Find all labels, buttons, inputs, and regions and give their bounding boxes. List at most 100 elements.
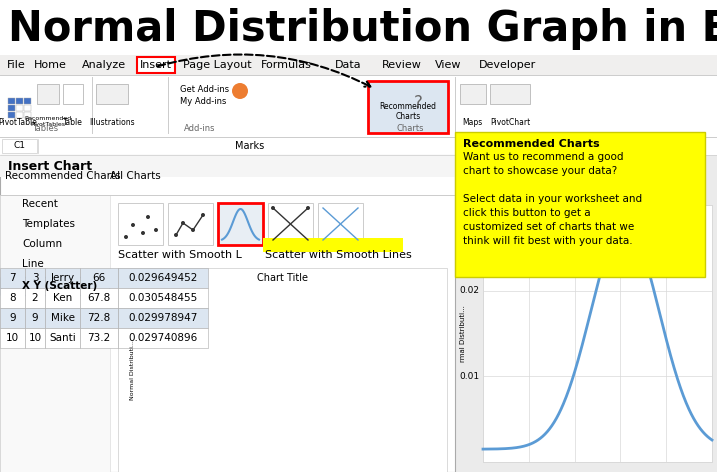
Text: File: File: [6, 60, 25, 70]
Text: 9: 9: [9, 313, 16, 323]
Text: 9: 9: [32, 313, 38, 323]
Text: Recent: Recent: [22, 199, 58, 209]
Bar: [2, 139, 37, 153]
Bar: [16, 105, 23, 111]
Text: Add-ins: Add-ins: [184, 124, 216, 133]
Circle shape: [201, 213, 205, 217]
Text: rmal Distributi...: rmal Distributi...: [460, 305, 466, 362]
Text: 0.029978947: 0.029978947: [128, 313, 198, 323]
Bar: [0, 155, 717, 472]
Bar: [268, 203, 313, 245]
Text: Ken: Ken: [53, 293, 72, 303]
Circle shape: [271, 206, 275, 210]
Bar: [24, 98, 31, 104]
Circle shape: [146, 215, 150, 219]
Text: 10: 10: [29, 333, 42, 343]
Bar: [0, 137, 717, 155]
Bar: [0, 268, 25, 288]
Bar: [16, 112, 23, 118]
Circle shape: [141, 231, 145, 235]
Bar: [118, 203, 163, 245]
Text: 0.03: 0.03: [459, 201, 479, 210]
Text: Scatter with Smooth Lines: Scatter with Smooth Lines: [265, 250, 412, 260]
Text: Normal Distribution Graph in Excel: Normal Distribution Graph in Excel: [8, 8, 717, 50]
Circle shape: [124, 235, 128, 239]
Bar: [118, 268, 447, 472]
Bar: [398, 95, 406, 111]
Text: 3: 3: [32, 273, 38, 283]
Text: Data: Data: [335, 60, 361, 70]
Bar: [80, 268, 118, 288]
Text: Review: Review: [382, 60, 422, 70]
Text: Analyze: Analyze: [82, 60, 126, 70]
Text: Maps: Maps: [462, 118, 482, 127]
Bar: [460, 84, 486, 104]
Bar: [318, 203, 363, 245]
Bar: [45, 288, 80, 308]
Bar: [80, 288, 118, 308]
Bar: [0, 308, 25, 328]
Text: Recommended Charts: Recommended Charts: [5, 171, 120, 181]
Bar: [24, 105, 31, 111]
Bar: [0, 195, 110, 472]
Bar: [45, 268, 80, 288]
Bar: [218, 203, 263, 245]
Text: Chart Title: Chart Title: [257, 273, 308, 283]
Text: Want us to recommend a good
chart to showcase your data?

Select data in your wo: Want us to recommend a good chart to sho…: [463, 152, 642, 246]
Bar: [0, 288, 25, 308]
Text: Line: Line: [22, 259, 44, 269]
Bar: [490, 84, 530, 104]
Bar: [8, 112, 15, 118]
Text: Tables: Tables: [32, 124, 58, 133]
Text: My Add-ins: My Add-ins: [180, 97, 227, 106]
Text: Recommended Charts: Recommended Charts: [463, 139, 599, 149]
Bar: [0, 155, 455, 472]
Text: 0.02: 0.02: [459, 286, 479, 295]
Text: 10: 10: [6, 333, 19, 343]
Bar: [80, 308, 118, 328]
Text: Illustrations: Illustrations: [89, 118, 135, 127]
Circle shape: [131, 223, 135, 227]
Text: Insert: Insert: [140, 60, 172, 70]
Text: Charts: Charts: [397, 124, 424, 133]
Text: Normal Distributi...: Normal Distributi...: [130, 340, 135, 400]
Bar: [483, 205, 712, 462]
Text: Templates: Templates: [22, 219, 75, 229]
Text: Table: Table: [63, 118, 83, 127]
Circle shape: [271, 238, 275, 242]
Bar: [25, 288, 45, 308]
Text: Marks: Marks: [235, 141, 265, 151]
Text: Home: Home: [34, 60, 67, 70]
Text: Mike: Mike: [50, 313, 75, 323]
Text: Santi: Santi: [49, 333, 76, 343]
Bar: [263, 238, 403, 252]
Text: C1: C1: [13, 142, 25, 151]
Circle shape: [306, 206, 310, 210]
Text: PivotTable: PivotTable: [0, 118, 37, 127]
Bar: [1, 277, 109, 295]
Bar: [45, 328, 80, 348]
Text: Insert Chart: Insert Chart: [8, 160, 92, 172]
Bar: [0, 328, 25, 348]
FancyBboxPatch shape: [368, 81, 448, 133]
Text: ?: ?: [414, 94, 422, 112]
Bar: [80, 328, 118, 348]
Bar: [24, 112, 31, 118]
Text: 2: 2: [32, 293, 38, 303]
Bar: [168, 203, 213, 245]
Bar: [25, 268, 45, 288]
Text: View: View: [435, 60, 461, 70]
Bar: [378, 95, 386, 115]
Bar: [455, 132, 705, 277]
Text: 0.029740896: 0.029740896: [128, 333, 198, 343]
Bar: [0, 155, 455, 177]
Text: 66: 66: [92, 273, 105, 283]
Bar: [118, 328, 208, 348]
Circle shape: [232, 83, 248, 99]
Text: 72.8: 72.8: [87, 313, 110, 323]
Bar: [8, 105, 15, 111]
Bar: [96, 84, 128, 104]
Text: PivotChart: PivotChart: [490, 118, 530, 127]
Text: Scatter with Smooth L: Scatter with Smooth L: [118, 250, 242, 260]
Text: Jerry: Jerry: [50, 273, 75, 283]
